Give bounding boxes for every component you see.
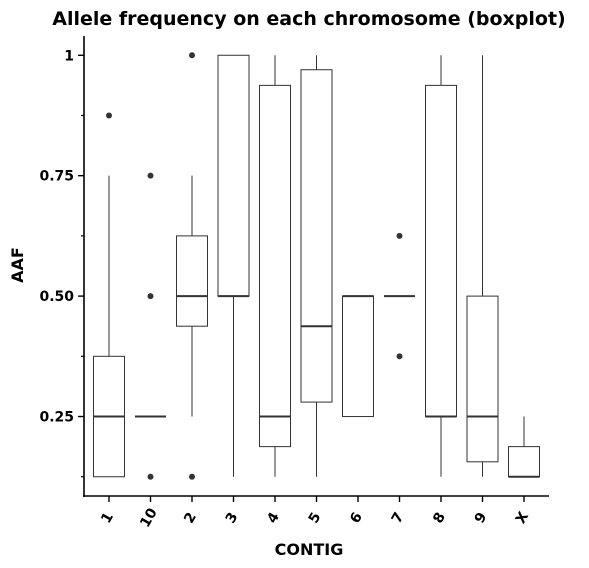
outlier-point [189,473,195,480]
box [217,54,250,297]
outlier-point [396,232,403,239]
x-tick-label: X [513,509,532,527]
y-tick-label: 0.75 [39,169,74,185]
y-tick-label: 1 [64,48,74,64]
chart-title: Allele frequency on each chromosome (box… [52,8,566,30]
x-tick-label: 8 [430,510,449,526]
outlier-point [147,293,154,300]
x-tick-label: 3 [223,510,242,526]
y-axis-label: AAF [8,247,27,283]
box [466,295,499,463]
outlier-point [396,353,403,360]
box [300,69,333,403]
outlier-point [106,112,112,119]
x-tick-label: 10 [137,505,161,530]
x-tick-label: 4 [264,510,283,527]
y-tick-label: 0.25 [39,410,74,426]
x-axis-label: CONTIG [275,540,344,559]
outlier-point [147,473,154,480]
box [176,235,208,327]
y-tick-label: 0.50 [39,289,74,305]
box [342,295,374,418]
x-tick-label: 1 [98,510,117,526]
outlier-point [147,172,154,179]
x-tick-label: 5 [306,510,325,526]
plot-area: 0.25 0.50 0.75 1 1 10 2 3 4 5 6 7 8 9 X [39,36,549,530]
x-tick-label: 6 [347,510,366,526]
box [508,446,540,478]
x-tick-label: 2 [181,510,200,526]
outlier-point [189,52,195,59]
x-tick-label: 9 [472,510,491,526]
x-tick-label: 7 [389,510,408,526]
box [425,84,457,418]
box [259,84,291,448]
